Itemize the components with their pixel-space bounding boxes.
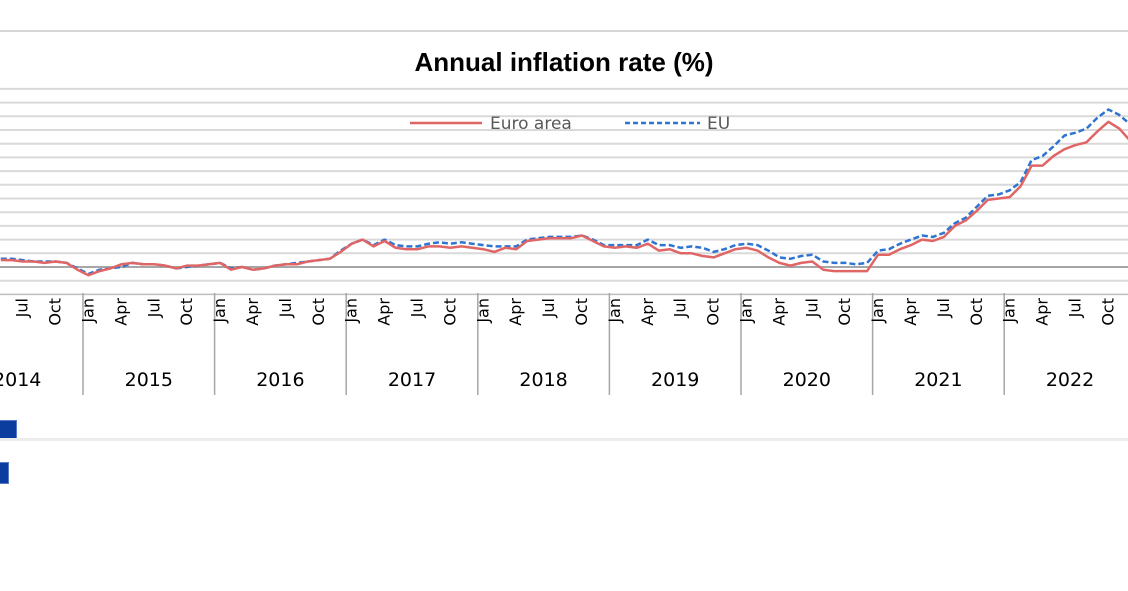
series-line-euro-area bbox=[0, 120, 1128, 277]
x-axis: Jan Apr Jul Oct 2014 Jan Apr Jul Oct 2015 Jan Apr Ju… bbox=[0, 293, 1128, 395]
x-tick-label: Jul bbox=[407, 298, 426, 318]
x-tick-label: Jan bbox=[210, 298, 229, 324]
x-tick-label: Oct bbox=[572, 298, 591, 326]
x-tick-label: Jan bbox=[78, 298, 97, 324]
x-tick-label: Jul bbox=[539, 298, 558, 318]
x-tick-label: Jul bbox=[276, 298, 295, 318]
x-tick-label: Apr bbox=[1033, 298, 1052, 326]
x-tick-label: Apr bbox=[243, 298, 262, 326]
year-label: 2021 bbox=[914, 369, 962, 391]
year-label: 2016 bbox=[256, 369, 304, 391]
legend-label-eu: EU bbox=[707, 114, 730, 134]
inflation-chart: Annual inflation rate (%) Jan Apr Jul Oct 20… bbox=[0, 30, 1128, 395]
gridlines bbox=[0, 87, 1128, 282]
year-label: 2017 bbox=[388, 369, 436, 391]
series-lines bbox=[0, 108, 1128, 277]
x-tick-label: Apr bbox=[901, 298, 920, 326]
x-tick-label: Apr bbox=[769, 298, 788, 326]
x-tick-label: Oct bbox=[835, 298, 854, 326]
x-tick-label: Jan bbox=[473, 298, 492, 324]
series-line-eu bbox=[0, 108, 1128, 276]
x-tick-label: Oct bbox=[1098, 298, 1117, 326]
x-tick-label: Jan bbox=[342, 298, 361, 324]
x-tick-label: Jan bbox=[1000, 298, 1019, 324]
x-tick-label: Jul bbox=[934, 298, 953, 318]
year-label: 2018 bbox=[519, 369, 567, 391]
year-label: 2015 bbox=[125, 369, 173, 391]
x-tick-label: Oct bbox=[967, 298, 986, 326]
year-label: 2022 bbox=[1046, 369, 1094, 391]
x-tick-label: Jul bbox=[1065, 298, 1084, 318]
x-tick-label: Jan bbox=[868, 298, 887, 324]
divider bbox=[0, 438, 1128, 441]
x-tick-label: Oct bbox=[309, 298, 328, 326]
x-tick-label: Jan bbox=[736, 298, 755, 324]
x-tick-label: Oct bbox=[440, 298, 459, 326]
x-tick-label: Jan bbox=[605, 298, 624, 324]
legend: Euro area EU bbox=[410, 114, 730, 134]
legend-label-euro-area: Euro area bbox=[490, 114, 572, 134]
chart-title: Annual inflation rate (%) bbox=[415, 47, 714, 77]
year-label: 2019 bbox=[651, 369, 699, 391]
x-tick-label: Oct bbox=[704, 298, 723, 326]
x-tick-label: Jul bbox=[13, 298, 32, 318]
year-label: 2020 bbox=[783, 369, 831, 391]
x-tick-label: Jul bbox=[144, 298, 163, 318]
x-tick-label: Apr bbox=[506, 298, 525, 326]
x-tick-label: Oct bbox=[46, 298, 65, 326]
x-tick-label: Jul bbox=[802, 298, 821, 318]
x-tick-label: Apr bbox=[638, 298, 657, 326]
x-tick-label: Oct bbox=[177, 298, 196, 326]
eu-flag-icon bbox=[0, 462, 9, 484]
x-tick-label: Apr bbox=[111, 298, 130, 326]
x-tick-label: Apr bbox=[375, 298, 394, 326]
x-tick-label: Jul bbox=[671, 298, 690, 318]
year-label: 2014 bbox=[0, 369, 41, 391]
